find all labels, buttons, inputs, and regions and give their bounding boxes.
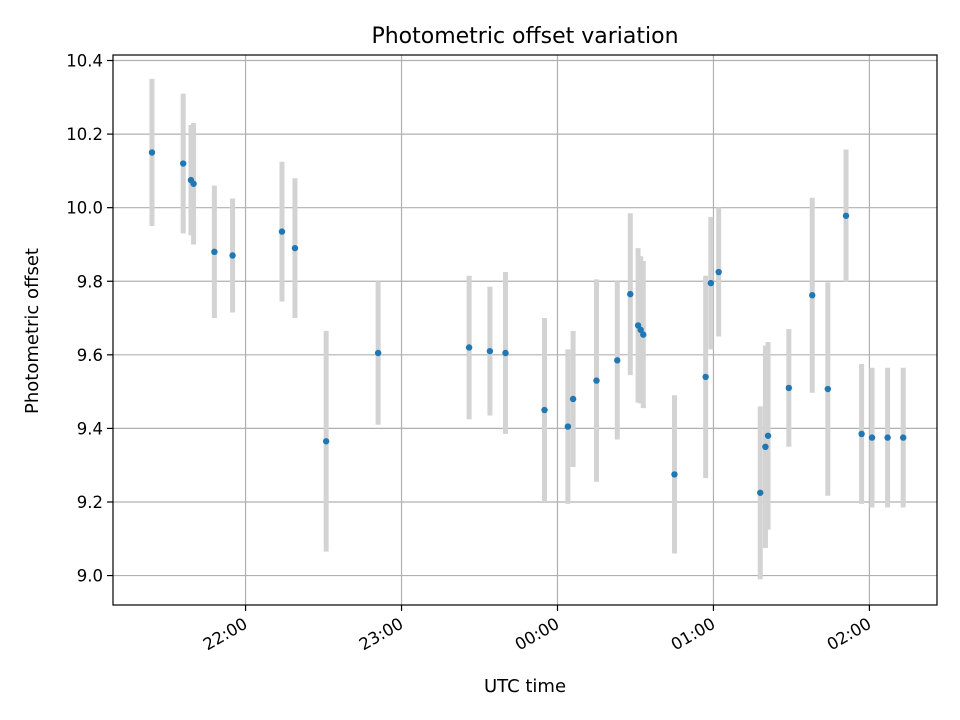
data-point — [291, 244, 299, 252]
y-tick-label: 9.8 — [77, 272, 103, 291]
data-point — [640, 331, 647, 338]
data-point — [842, 212, 850, 219]
chart-title: Photometric offset variation — [371, 24, 678, 49]
y-tick-label: 10.2 — [66, 125, 103, 144]
data-point — [824, 385, 832, 393]
data-point — [190, 180, 197, 187]
data-point — [764, 432, 772, 439]
y-tick-label: 10.0 — [66, 199, 103, 218]
data-point — [211, 248, 218, 256]
data-point — [322, 438, 330, 445]
data-point — [374, 349, 382, 357]
data-point — [541, 406, 548, 414]
data-point — [884, 434, 891, 441]
data-point — [148, 149, 156, 156]
data-point — [564, 423, 572, 430]
data-point — [486, 347, 494, 355]
data-point — [900, 434, 907, 441]
data-point — [702, 373, 709, 381]
data-point — [637, 326, 644, 334]
data-point — [868, 434, 876, 441]
data-point — [671, 471, 678, 478]
data-point — [465, 344, 473, 351]
data-point — [858, 430, 865, 438]
data-point — [278, 228, 286, 235]
y-axis-ticks: 9.0 9.2 9.4 9.6 9.8 10.0 10.2 10.4 — [66, 52, 113, 586]
data-point — [757, 489, 764, 496]
data-point — [762, 443, 769, 451]
data-point — [179, 160, 187, 167]
data-point — [614, 357, 621, 364]
data-point — [229, 252, 236, 259]
data-point — [502, 349, 509, 357]
data-point — [707, 279, 715, 287]
x-axis-label: UTC time — [484, 676, 566, 697]
y-tick-label: 10.4 — [66, 52, 103, 71]
data-point — [715, 268, 722, 276]
y-axis-label: Photometric offset — [22, 248, 43, 414]
y-tick-label: 9.2 — [77, 493, 103, 512]
data-point — [809, 292, 816, 299]
y-tick-label: 9.0 — [77, 567, 103, 586]
plot-frame — [112, 54, 938, 606]
y-tick-label: 9.4 — [77, 419, 103, 438]
data-point — [569, 395, 577, 403]
data-points — [148, 149, 907, 496]
grid — [113, 55, 937, 605]
y-tick-label: 9.6 — [77, 346, 103, 365]
data-point — [785, 384, 793, 392]
data-point — [627, 290, 634, 298]
data-point — [593, 377, 600, 384]
